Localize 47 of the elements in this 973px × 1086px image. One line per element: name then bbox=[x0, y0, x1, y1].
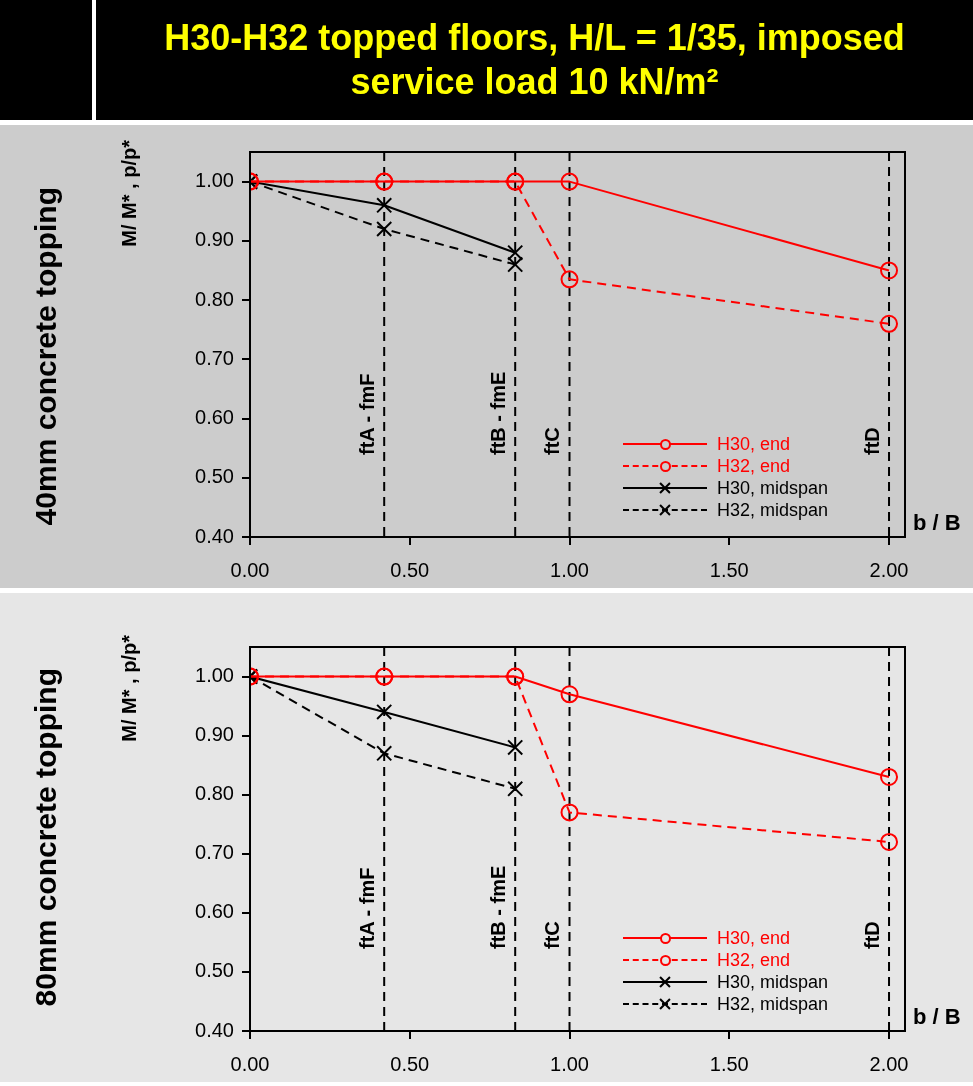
y-tick-label: 0.70 bbox=[195, 346, 234, 369]
y-axis-title: M/ M* , p/p* bbox=[117, 139, 140, 247]
x-tick-label: 1.50 bbox=[709, 1052, 749, 1075]
legend-label: H30, midspan bbox=[717, 477, 829, 499]
ref-line-label: ftD bbox=[860, 427, 883, 455]
x-tick-label: 2.00 bbox=[869, 1052, 909, 1075]
x-axis-title: b / B bbox=[913, 1004, 961, 1030]
ref-line-label: ftC bbox=[541, 921, 564, 949]
y-tick-label: 0.80 bbox=[195, 782, 234, 805]
x-tick-label: 0.50 bbox=[390, 1052, 430, 1075]
ref-line-label: ftA - fmF bbox=[355, 373, 378, 455]
x-tick-label: 1.00 bbox=[550, 558, 589, 581]
y-tick-label: 0.80 bbox=[195, 287, 234, 310]
legend-label: H30, midspan bbox=[717, 971, 829, 993]
x-tick-label: 0.00 bbox=[230, 1052, 270, 1075]
ref-line-label: ftD bbox=[860, 921, 883, 949]
y-tick-label: 0.60 bbox=[195, 406, 234, 429]
ref-line-label: ftB - fmE bbox=[486, 371, 509, 455]
y-tick-label: 1.00 bbox=[195, 664, 234, 687]
y-tick-label: 0.90 bbox=[195, 723, 234, 746]
y-tick-label: 0.50 bbox=[195, 465, 234, 488]
ref-line-label: ftC bbox=[541, 427, 564, 455]
text: 80mm concrete topping bbox=[29, 668, 63, 1007]
legend-label: H32, midspan bbox=[717, 993, 829, 1015]
x-axis-title: b / B bbox=[913, 510, 961, 536]
legend-label: H32, end bbox=[717, 949, 791, 971]
ref-line-label: ftB - fmE bbox=[486, 865, 509, 949]
x-tick-label: 0.00 bbox=[230, 558, 270, 581]
y-tick-label: 0.90 bbox=[195, 228, 234, 251]
legend-label: H30, end bbox=[717, 927, 791, 949]
legend-label: H32, end bbox=[717, 455, 791, 477]
y-tick-label: 0.40 bbox=[195, 524, 234, 547]
y-tick-label: 0.70 bbox=[195, 841, 234, 864]
legend-label: H32, midspan bbox=[717, 499, 829, 521]
x-tick-label: 2.00 bbox=[869, 558, 909, 581]
y-tick-label: 1.00 bbox=[195, 169, 234, 192]
chart-title: H30-H32 topped floors, H/L = 1/35, imposed service load 10 kN/m² bbox=[96, 0, 973, 120]
legend-label: H30, end bbox=[717, 433, 791, 455]
text: 40mm concrete topping bbox=[29, 187, 63, 526]
ref-line-label: ftA - fmF bbox=[355, 867, 378, 949]
y-tick-label: 0.40 bbox=[195, 1018, 234, 1041]
y-tick-label: 0.50 bbox=[195, 959, 234, 982]
x-tick-label: 1.50 bbox=[709, 558, 749, 581]
x-tick-label: 1.00 bbox=[550, 1052, 589, 1075]
y-axis-title: M/ M* , p/p* bbox=[117, 634, 140, 742]
y-tick-label: 0.60 bbox=[195, 900, 234, 923]
x-tick-label: 0.50 bbox=[390, 558, 430, 581]
